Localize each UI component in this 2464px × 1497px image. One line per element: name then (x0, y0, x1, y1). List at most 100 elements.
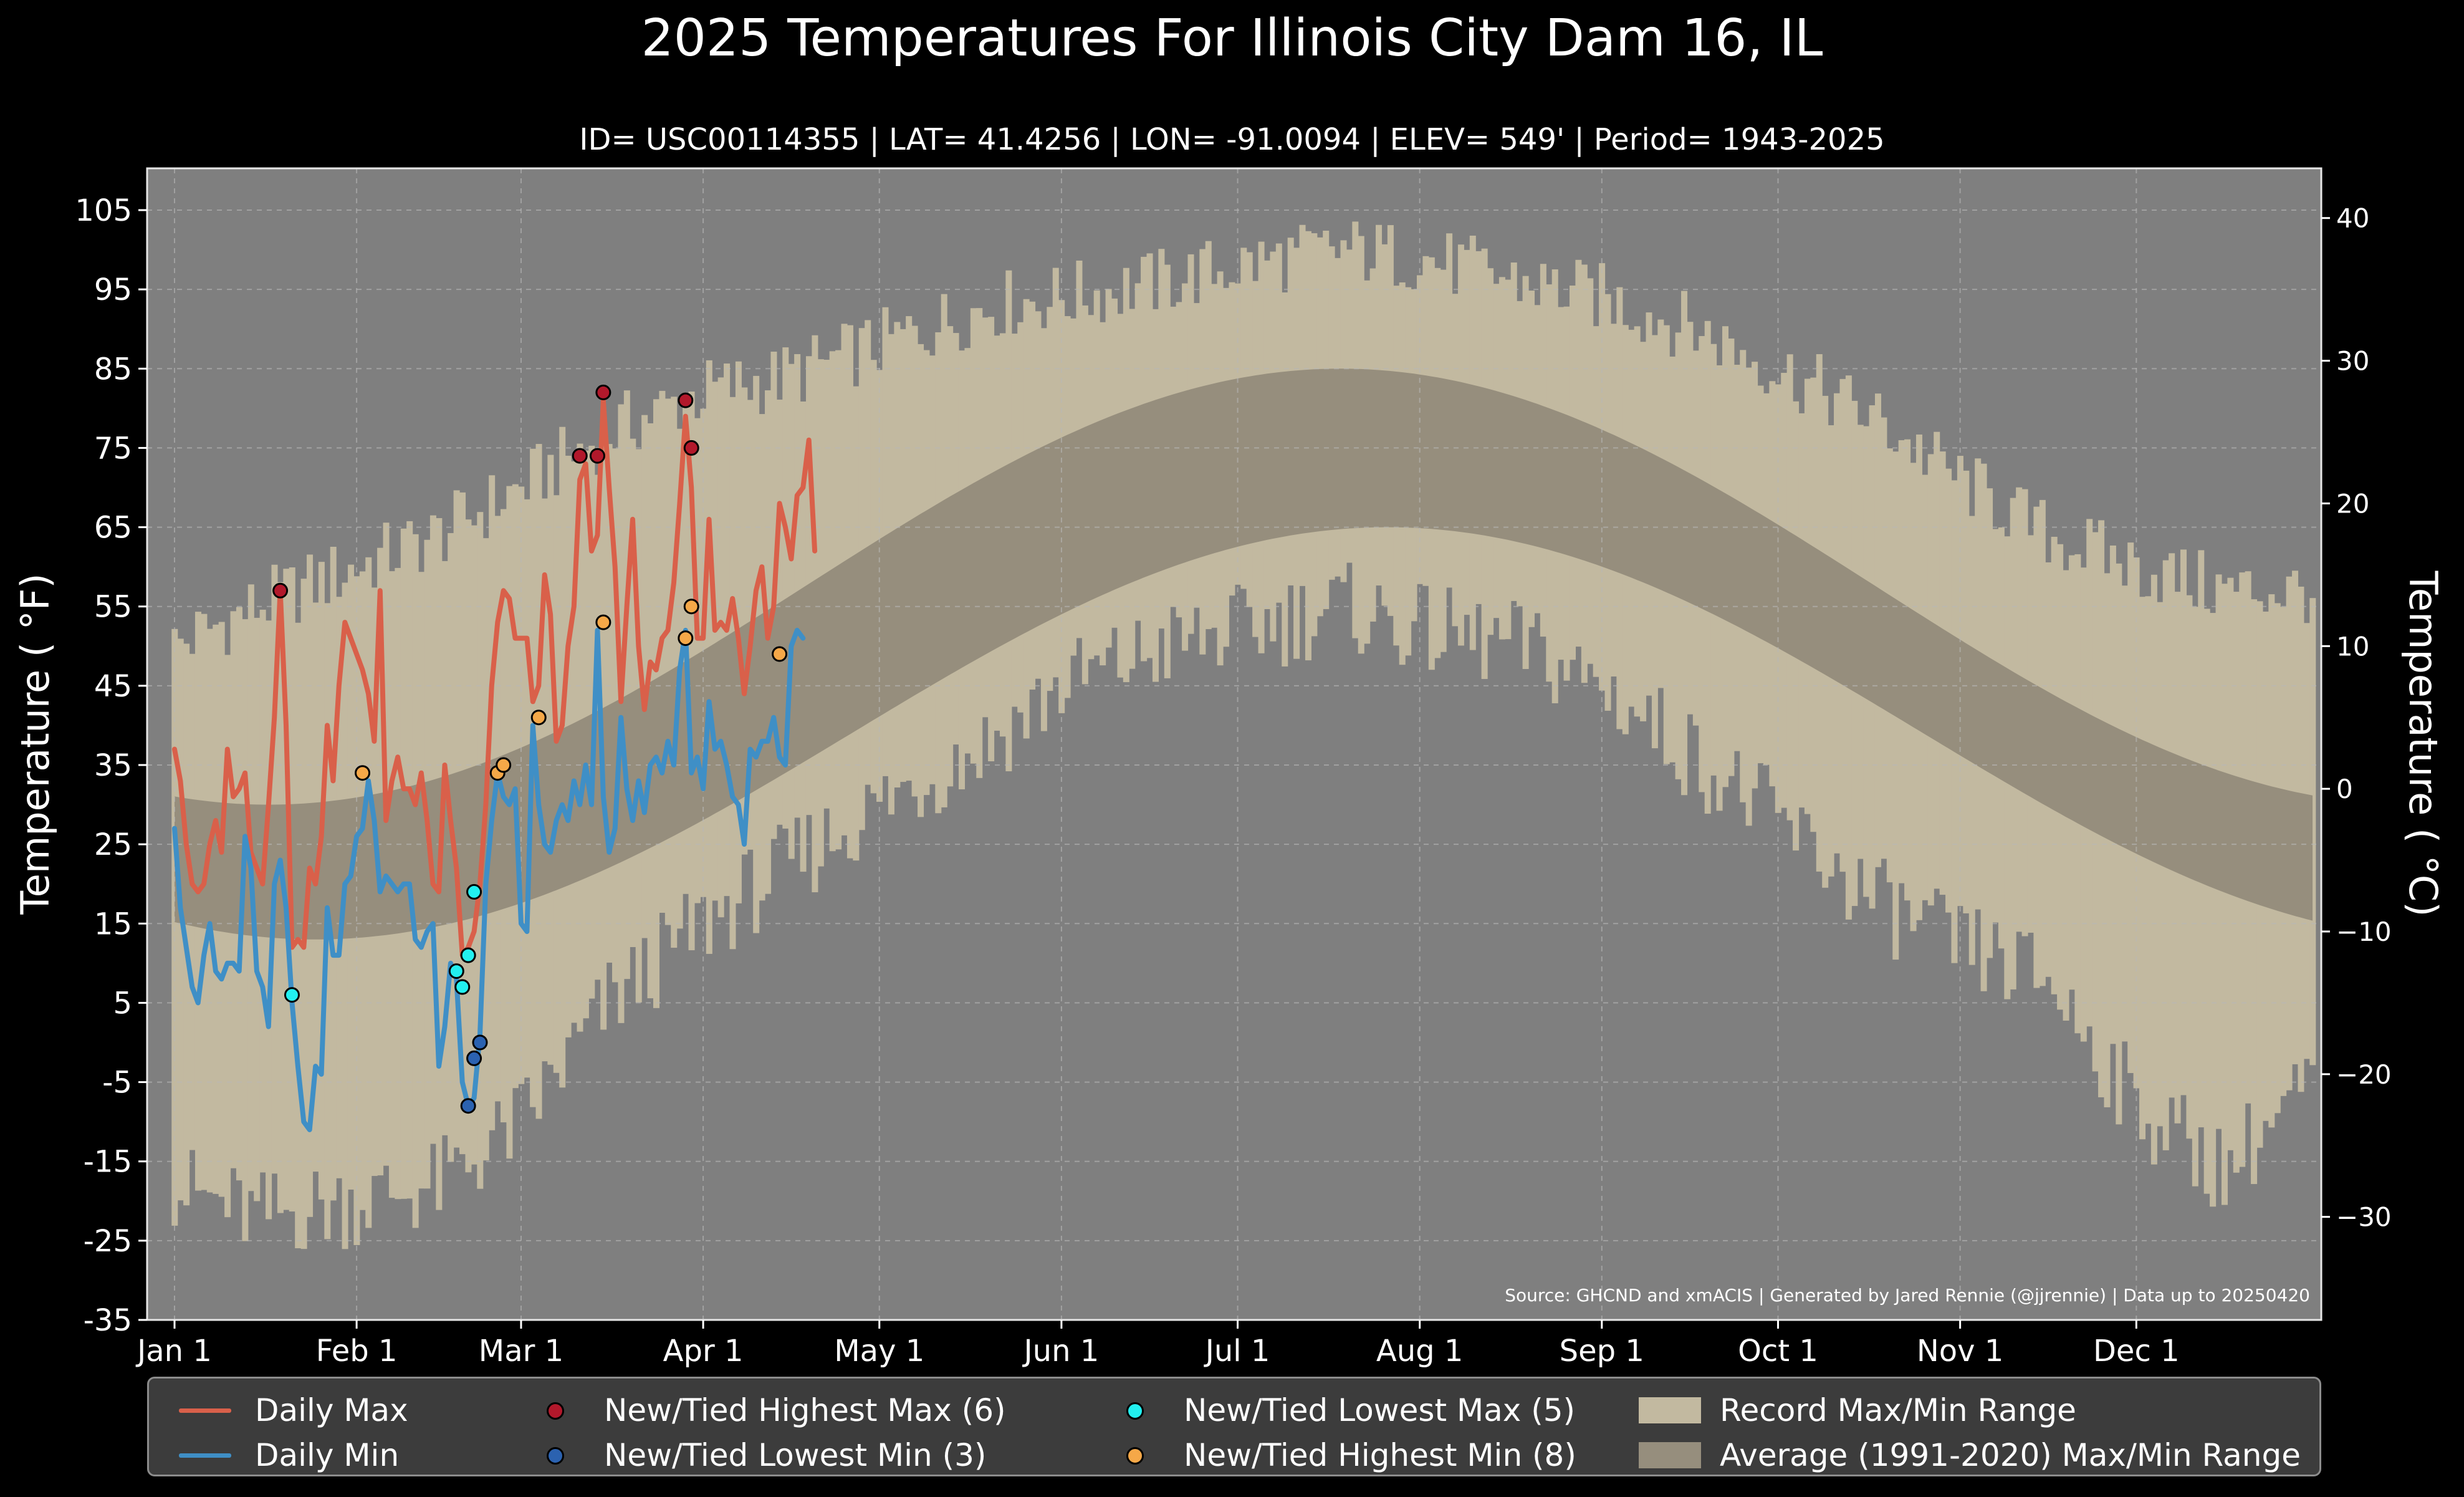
legend-swatch (1639, 1433, 1701, 1477)
y2-axis-label: Temperature ( °C) (2400, 570, 2446, 917)
daily-min-line (172, 627, 806, 1132)
legend-swatch (174, 1389, 236, 1432)
record-range-bar (782, 347, 789, 829)
legend-label: New/Tied Highest Min (8) (1184, 1437, 1576, 1473)
legend-item-daily-max: Daily Max (174, 1389, 408, 1432)
lowest-min-marker (460, 1098, 476, 1114)
y-tick-label: 65 (94, 511, 132, 546)
legend-swatch (523, 1433, 585, 1477)
y-tick-label: -35 (84, 1303, 132, 1338)
y2-tick-label: −10 (2336, 917, 2392, 947)
highest-max-marker (595, 384, 611, 400)
x-tick-label: Aug 1 (1376, 1334, 1464, 1369)
highest-min-marker (530, 710, 547, 726)
plot-content: Source: GHCND and xmACIS | Generated by … (147, 168, 2321, 1320)
lowest-max-marker (460, 947, 476, 963)
normal-range-band (175, 368, 2313, 940)
x-tick-label: May 1 (834, 1334, 924, 1369)
record-range-bar (712, 382, 719, 901)
y-tick-label: -5 (102, 1066, 132, 1100)
daily-max-line (172, 398, 818, 958)
legend-label: Daily Min (255, 1437, 400, 1473)
y2-tick-label: 10 (2336, 631, 2369, 662)
record-range-bar (659, 390, 666, 913)
y2-tick-label: 40 (2336, 203, 2369, 234)
legend-label: Average (1991-2020) Max/Min Range (1720, 1437, 2301, 1473)
x-tick-label: Mar 1 (479, 1334, 563, 1369)
record-range-bar (794, 354, 801, 818)
y-tick-label: -25 (84, 1224, 132, 1259)
legend-label: Record Max/Min Range (1720, 1392, 2076, 1428)
lowest-min-marker (466, 1050, 482, 1066)
record-range-bar (741, 387, 748, 855)
x-tick-label: Sep 1 (1560, 1334, 1644, 1369)
lowest-max-marker (454, 979, 471, 995)
legend-item-lowest-max: New/Tied Lowest Max (5) (1103, 1389, 1575, 1432)
x-tick-label: Jun 1 (1022, 1334, 1099, 1369)
y-tick-label: -15 (84, 1145, 132, 1180)
legend-label: New/Tied Highest Max (6) (604, 1392, 1006, 1428)
record-range-bar (2139, 597, 2146, 1140)
highest-max-marker (589, 448, 605, 464)
y2-tick-label: 20 (2336, 488, 2369, 519)
y2-tick-label: −30 (2336, 1202, 2392, 1233)
y-tick-label: 25 (94, 827, 132, 862)
x-tick-label: Oct 1 (1738, 1334, 1818, 1369)
x-tick-label: Feb 1 (316, 1334, 398, 1369)
y2-tick-label: −20 (2336, 1059, 2392, 1090)
record-range-bar (2210, 613, 2217, 1207)
highest-min-marker (355, 765, 371, 781)
record-range-bar (2203, 609, 2210, 1194)
legend-item-record-range: Record Max/Min Range (1639, 1389, 2076, 1432)
highest-max-marker (683, 440, 699, 456)
highest-min-marker (678, 630, 694, 647)
legend-item-normal-range: Average (1991-2020) Max/Min Range (1639, 1433, 2301, 1477)
legend-item-highest-min: New/Tied Highest Min (8) (1103, 1433, 1576, 1477)
legend-label: New/Tied Lowest Min (3) (604, 1437, 987, 1473)
y-tick-label: 105 (75, 193, 132, 228)
record-range-bar (664, 398, 671, 925)
legend-item-daily-min: Daily Min (174, 1433, 399, 1477)
legend-item-lowest-min: New/Tied Lowest Min (3) (523, 1433, 986, 1477)
y2-tick-label: 0 (2336, 774, 2353, 804)
legend-swatch (1103, 1433, 1165, 1477)
highest-max-marker (678, 392, 694, 408)
y-tick-label: 5 (113, 986, 132, 1021)
lowest-max-marker (284, 987, 300, 1003)
y-axis-label: Temperature ( °F) (12, 573, 58, 915)
y2-tick-label: 30 (2336, 346, 2369, 377)
highest-min-marker (683, 599, 699, 615)
y-tick-label: 35 (94, 748, 132, 783)
y-tick-label: 55 (94, 590, 132, 625)
lowest-max-marker (448, 963, 464, 980)
highest-min-marker (772, 646, 788, 662)
x-tick-label: Nov 1 (1917, 1334, 2003, 1369)
legend-item-highest-max: New/Tied Highest Max (6) (523, 1389, 1006, 1432)
y-tick-label: 95 (94, 272, 132, 307)
y-tick-label: 85 (94, 352, 132, 387)
lowest-max-marker (466, 883, 482, 900)
legend-swatch (523, 1389, 585, 1432)
record-range-bar (2150, 574, 2157, 1165)
record-range-bar (2145, 596, 2152, 1124)
y-tick-label: 75 (94, 431, 132, 466)
highest-min-marker (595, 614, 611, 630)
record-range-bar (2309, 598, 2316, 1066)
x-tick-label: Jan 1 (135, 1334, 212, 1369)
legend-label: New/Tied Lowest Max (5) (1184, 1392, 1576, 1428)
legend-label: Daily Max (255, 1392, 408, 1428)
highest-max-marker (572, 448, 588, 464)
y-tick-label: 15 (94, 907, 132, 941)
highest-max-marker (272, 582, 289, 599)
record-range-bar (224, 655, 231, 1218)
plot-frame (146, 167, 2323, 1321)
record-range-bar (2192, 607, 2198, 1187)
lowest-min-marker (472, 1034, 488, 1051)
record-range-bar (2104, 573, 2111, 1107)
record-range-bar (606, 444, 613, 963)
chart-subtitle: ID= USC00114355 | LAT= 41.4256 | LON= -9… (579, 122, 1885, 157)
record-range-bar (641, 415, 648, 938)
legend-swatch (174, 1433, 236, 1477)
source-note: Source: GHCND and xmACIS | Generated by … (1505, 1285, 2310, 1306)
